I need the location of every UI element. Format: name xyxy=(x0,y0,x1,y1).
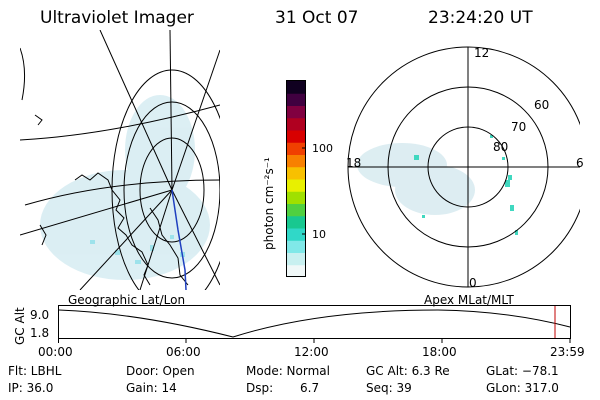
colorbar-segment xyxy=(287,191,306,204)
colorbar-segment xyxy=(287,105,306,119)
colorbar-segment xyxy=(287,228,306,241)
colorbar-unit-label: photon cm⁻²s⁻¹ xyxy=(262,157,276,250)
colorbar-segment xyxy=(287,203,306,217)
geographic-map xyxy=(20,30,220,290)
geo-panel-label: Geographic Lat/Lon xyxy=(68,293,186,307)
colorbar-label-10: 10 xyxy=(312,228,326,241)
polar-panel-label: Apex MLat/MLT xyxy=(424,293,514,307)
altitude-curve xyxy=(58,309,571,338)
alt-xtick-0: 00:00 xyxy=(38,345,73,359)
alt-xtick-1: 06:00 xyxy=(166,345,201,359)
geo-aurora-haze xyxy=(40,95,210,280)
altitude-plot xyxy=(58,305,571,343)
date: 31 Oct 07 xyxy=(275,8,359,28)
dsp-value: 6.7 xyxy=(300,381,320,395)
geo-grid xyxy=(20,30,220,290)
mlat-label-80: 80 xyxy=(493,140,509,154)
ip-status: IP: 36.0 xyxy=(8,381,54,395)
colorbar-segment xyxy=(287,264,306,278)
alt-xtick-4: 23:59 xyxy=(550,345,585,359)
polar-aurora-haze xyxy=(357,143,475,215)
colorbar-segment xyxy=(287,81,306,94)
alt-ytick-bottom: 1.8 xyxy=(30,326,50,340)
colorbar-segment xyxy=(287,166,306,180)
mlt-label-6: 6 xyxy=(576,156,584,170)
alt-xtick-3: 18:00 xyxy=(422,345,457,359)
geo-coastlines xyxy=(20,47,189,286)
colorbar-segment xyxy=(287,117,306,131)
geo-meridian-highlight xyxy=(171,189,187,290)
filter-status: Flt: LBHL xyxy=(8,364,62,378)
glon-status: GLon: 317.0 xyxy=(486,381,559,395)
colorbar-segments xyxy=(287,81,306,278)
time: 23:24:20 UT xyxy=(428,8,533,28)
dsp-label: Dsp: xyxy=(246,381,274,395)
colorbar-segment xyxy=(287,93,306,106)
colorbar-segment xyxy=(287,142,306,155)
glat-status: GLat: −78.1 xyxy=(486,364,559,378)
mlat-label-60: 60 xyxy=(534,98,550,112)
alt-ytick-top: 9.0 xyxy=(30,308,50,322)
alt-xtick-2: 12:00 xyxy=(294,345,329,359)
polar-plot xyxy=(347,46,580,288)
polar-aurora-spots xyxy=(414,135,518,235)
colorbar-segment xyxy=(287,215,306,229)
colorbar-segment xyxy=(287,154,306,168)
polar-grid xyxy=(347,46,580,288)
colorbar-segment xyxy=(287,240,306,253)
mlt-label-18: 18 xyxy=(346,156,362,170)
altitude-plot-frame xyxy=(58,305,571,339)
mlt-label-12: 12 xyxy=(474,46,490,60)
mlt-label-0: 0 xyxy=(469,276,477,290)
colorbar-segment xyxy=(287,130,306,143)
colorbar-segment xyxy=(287,179,306,192)
gain-status: Gain: 14 xyxy=(126,381,177,395)
colorbar xyxy=(286,80,306,278)
colorbar-label-100: 100 xyxy=(312,142,333,155)
colorbar-segment xyxy=(287,252,306,266)
mlat-label-70: 70 xyxy=(511,120,527,134)
seq-status: Seq: 39 xyxy=(366,381,412,395)
alt-xticks xyxy=(58,338,571,343)
gc-alt-status: GC Alt: 6.3 Re xyxy=(366,364,450,378)
alt-ylabel: GC Alt xyxy=(13,307,27,345)
door-status: Door: Open xyxy=(126,364,195,378)
title: Ultraviolet Imager xyxy=(40,8,194,28)
mode-status: Mode: Normal xyxy=(246,364,330,378)
